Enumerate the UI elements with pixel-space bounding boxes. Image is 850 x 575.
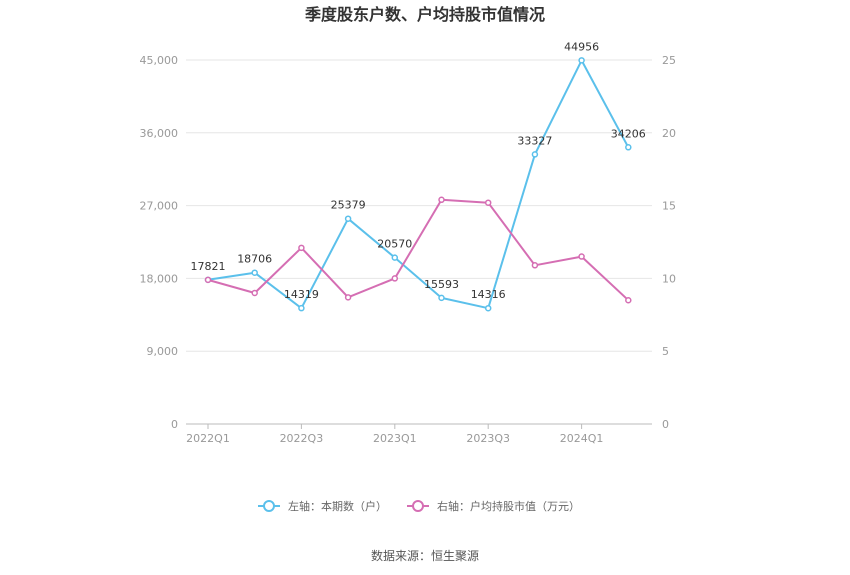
data-label: 25379 — [331, 199, 366, 212]
y-right-tick-label: 20 — [662, 127, 676, 140]
series-layer — [204, 57, 632, 312]
series-line-2 — [207, 198, 629, 301]
x-tick-label: 2022Q1 — [186, 432, 230, 445]
x-tick-label: 2024Q1 — [560, 432, 604, 445]
data-label: 18706 — [237, 253, 272, 266]
series-1-point — [251, 269, 258, 276]
data-label: 33327 — [517, 134, 552, 147]
series-2-point — [298, 244, 305, 252]
y-right-tick-label: 15 — [662, 200, 676, 213]
data-label: 15593 — [424, 278, 459, 291]
series-1-point — [531, 151, 539, 158]
data-label: 14316 — [471, 288, 506, 301]
axis-layer: 0 9,000 18,000 27,000 36,000 45,000 0 5 10 15 20 25… — [140, 54, 677, 445]
y-left-tick-label: 36,000 — [140, 127, 179, 140]
series-2-point — [391, 275, 399, 282]
series-1-point — [578, 57, 585, 64]
y-left-tick-label: 27,000 — [140, 200, 179, 213]
legend-label: 右轴：户均持股市值（万元） — [437, 499, 580, 513]
data-label: 14319 — [284, 288, 319, 301]
series-line-1 — [207, 59, 630, 310]
y-right-tick-label: 0 — [662, 418, 669, 431]
x-tick-label: 2022Q3 — [280, 432, 324, 445]
x-tick-label: 2023Q3 — [466, 432, 510, 445]
legend-swatch-marker — [412, 500, 424, 512]
y-left-tick-label: 18,000 — [140, 272, 179, 285]
series-1-point — [298, 304, 305, 312]
source-note: 数据来源：恒生聚源 — [371, 548, 479, 563]
series-1-point — [484, 304, 492, 312]
series-2-point — [438, 196, 445, 204]
series-2-point — [531, 262, 539, 269]
series-1-point — [438, 294, 445, 302]
x-tick-label: 2023Q1 — [373, 432, 417, 445]
y-left-tick-label: 45,000 — [140, 54, 179, 67]
series-2-point — [484, 199, 492, 206]
series-2-point — [344, 294, 352, 301]
legend-label: 左轴：本期数（户） — [288, 499, 387, 513]
series-1-point — [344, 215, 352, 222]
data-label: 34206 — [611, 127, 646, 140]
data-label: 17821 — [191, 260, 226, 273]
y-right-tick-label: 10 — [662, 272, 676, 285]
data-label: 44956 — [564, 40, 599, 53]
data-label-layer: 17821 18706 14319 25379 20570 15593 14316 33327… — [191, 40, 646, 301]
legend: 左轴：本期数（户） 右轴：户均持股市值（万元） — [258, 499, 580, 513]
series-2-point — [204, 276, 212, 284]
y-left-tick-label: 0 — [171, 418, 178, 431]
series-2-point — [625, 296, 632, 304]
y-right-tick-label: 25 — [662, 54, 676, 67]
y-right-tick-label: 5 — [662, 345, 669, 358]
legend-swatch-marker — [263, 500, 275, 512]
series-2-point — [578, 253, 585, 260]
data-label: 20570 — [377, 238, 412, 251]
y-left-tick-label: 9,000 — [147, 345, 179, 358]
chart-title: 季度股东户数、户均持股市值情况 — [304, 5, 545, 24]
series-1-point — [391, 254, 399, 261]
series-2-point — [251, 289, 258, 297]
grid-layer — [186, 59, 652, 352]
series-1-point — [625, 144, 632, 151]
